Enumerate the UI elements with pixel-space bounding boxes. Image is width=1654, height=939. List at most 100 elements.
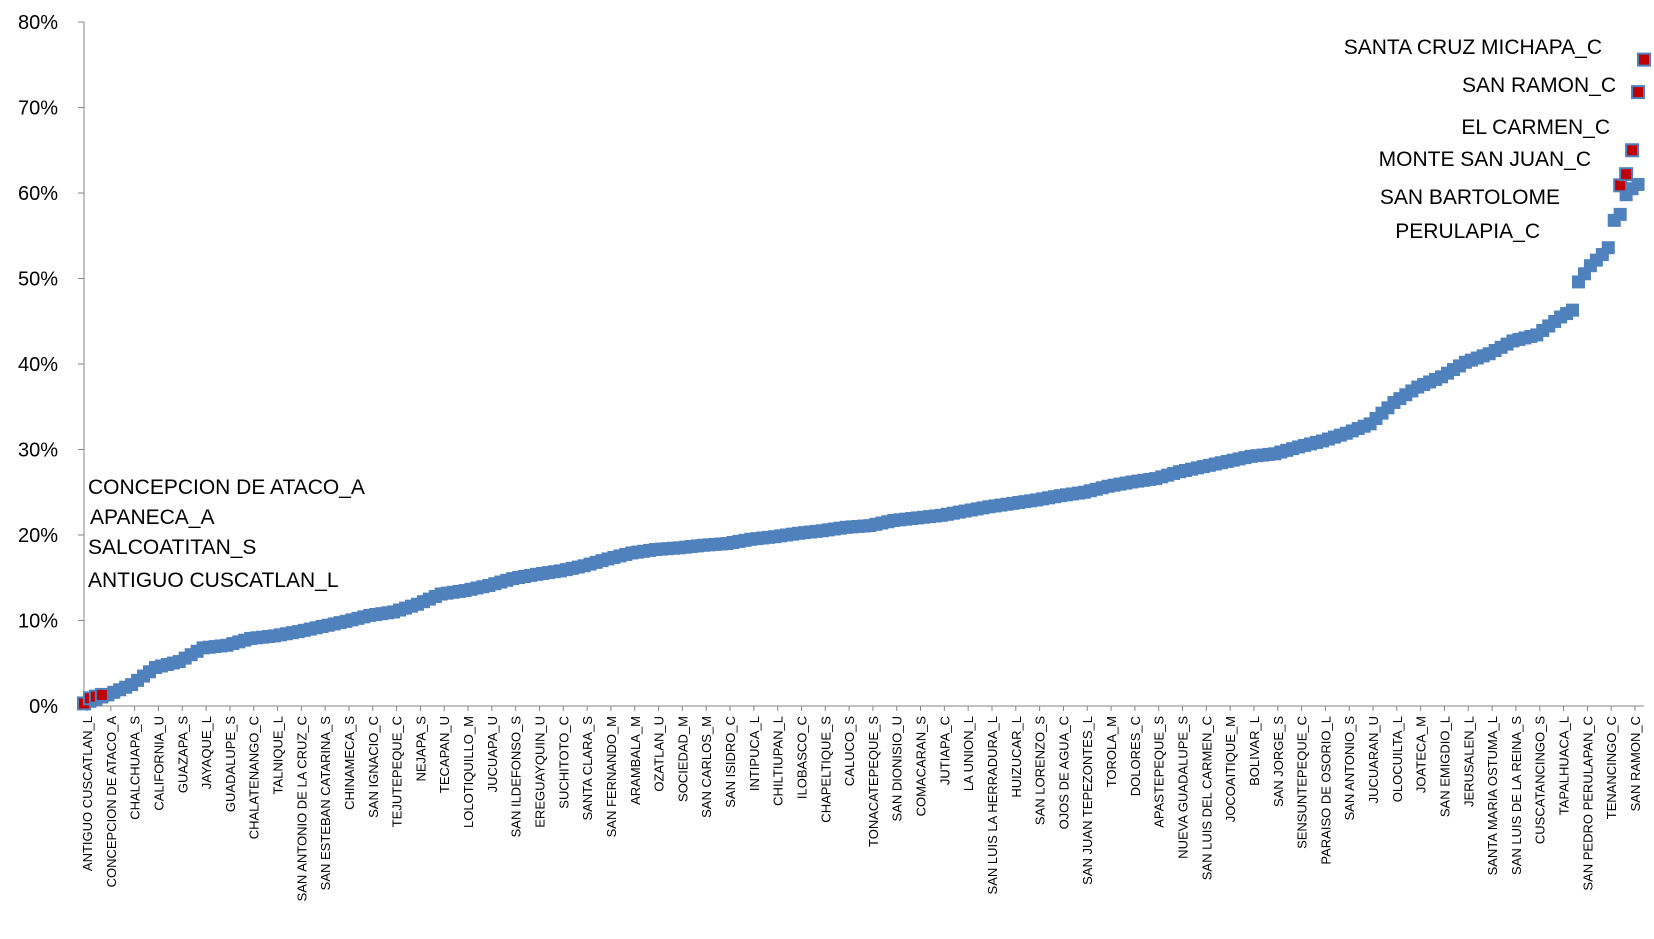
x-tick-label: EREGUAYQUIN_U [532, 716, 547, 828]
y-tick-label: 50% [18, 269, 58, 291]
annotation-low-1: CONCEPCION DE ATACO_A [88, 476, 365, 499]
x-tick-label: OLOCUILTA_L [1390, 716, 1405, 802]
data-point [1613, 207, 1627, 221]
x-tick-label: CONCEPCION DE ATACO_A [104, 716, 119, 888]
x-tick-label: SAN JUAN TEPEZONTES_L [1080, 716, 1095, 885]
x-tick-label: SAN ILDEFONSO_S [509, 716, 524, 838]
x-tick-label: INTIPUCA_L [747, 716, 762, 791]
x-tick-label: SAN ANTONIO DE LA CRUZ_C [294, 716, 309, 901]
x-tick-label: SAN JORGE_S [1271, 716, 1286, 807]
x-tick-label: CUSCATANCINGO_S [1533, 716, 1548, 844]
x-tick-label: CHALATENANGO_C [247, 716, 262, 839]
x-tick-label: JERUSALEN_L [1461, 716, 1476, 807]
x-tick-label: SAN DIONISIO_U [890, 716, 905, 821]
annotation-high-6: PERULAPIA_C [1395, 220, 1540, 243]
x-tick-label: JOATECA_M [1414, 716, 1429, 793]
x-tick-label: LOLOTIQUILLO_M [461, 716, 476, 828]
x-tick-label: OZATLAN_U [652, 716, 667, 792]
data-point [1601, 241, 1615, 255]
y-axis: 0% 10% 20% 30% 40% 50% 60% 70% 80% [18, 12, 85, 718]
x-tick-label: SAN ESTEBAN CATARINA_S [318, 716, 333, 891]
y-tick-label: 20% [18, 525, 58, 547]
x-tick-label: SUCHITOTO_C [556, 716, 571, 809]
x-tick-label: TONACATEPEQUE_S [866, 716, 881, 847]
highlighted-point [1637, 52, 1651, 67]
x-tick-label: TENANCINGO_C [1604, 716, 1619, 819]
annotation-high-5: SAN BARTOLOME [1380, 186, 1560, 209]
x-tick-label: SANTA CLARA_S [580, 716, 595, 821]
x-tick-label: LA UNION_L [961, 716, 976, 791]
x-tick-label: SAN LUIS DEL CARMEN_C [1199, 716, 1214, 880]
x-tick-label: HUIZUCAR_L [1009, 716, 1024, 798]
x-tick-label: CHAPELTIQUE_S [818, 716, 833, 823]
x-tick-label: APASTEPEQUE_S [1152, 716, 1167, 828]
annotation-low-3: SALCOATITAN_S [88, 536, 256, 559]
y-tick-label: 60% [18, 183, 58, 205]
x-tick-label: CHILTIUPAN_L [771, 716, 786, 806]
x-tick-label: SAN PEDRO PERULAPAN_C [1580, 716, 1595, 891]
y-tick-label: 70% [18, 98, 58, 120]
x-tick-label: JUCUARAN_U [1366, 716, 1381, 803]
y-tick-label: 0% [29, 696, 58, 718]
highlighted-point [1619, 167, 1634, 182]
annotations: CONCEPCION DE ATACO_A APANECA_A SALCOATI… [88, 36, 1616, 592]
x-tick-label: TOROLA_M [1104, 716, 1119, 787]
x-tick-label: SAN FERNANDO_M [604, 716, 619, 837]
highlighted-point [1625, 143, 1640, 158]
x-tick-label: ILOBASCO_C [794, 716, 809, 799]
x-tick-label: SAN IGNACIO_C [366, 716, 381, 818]
x-tick-label: SAN LUIS LA HERRADURA_L [985, 716, 1000, 894]
x-tick-label: OJOS DE AGUA_C [1056, 716, 1071, 829]
annotation-low-4: ANTIGUO CUSCATLAN_L [88, 569, 339, 592]
x-tick-label: SENSUNTEPEQUE_C [1295, 716, 1310, 849]
y-tick-label: 40% [18, 354, 58, 376]
annotation-high-3: EL CARMEN_C [1461, 116, 1610, 139]
data-point [1566, 303, 1580, 317]
x-tick-label: GUADALUPE_S [223, 716, 238, 812]
highlighted-series [77, 52, 1651, 711]
x-tick-label: TAPALHUACA_L [1557, 716, 1572, 815]
x-tick-label: JOCOAITIQUE_M [1223, 716, 1238, 822]
x-tick-label: SAN CARLOS_M [699, 716, 714, 818]
x-tick-label: CALUCO_S [842, 716, 857, 786]
y-tick-label: 30% [18, 440, 58, 462]
x-tick-label: CALIFORNIA_U [151, 716, 166, 811]
data-series [77, 177, 1645, 710]
x-tick-label: COMACARAN_S [914, 716, 929, 817]
data-point [1631, 177, 1645, 191]
x-tick-label: NUEVA GUADALUPE_S [1176, 716, 1191, 859]
x-tick-label: CHALCHUAPA_S [128, 716, 143, 820]
x-tick-label: TALNIQUE_L [271, 716, 286, 795]
x-tick-label: GUAZAPA_S [175, 716, 190, 793]
x-tick-label: ANTIGUO CUSCATLAN_L [80, 716, 95, 871]
x-tick-label: JUCUAPA_U [485, 716, 500, 792]
x-tick-label: CHINAMECA_S [342, 716, 357, 810]
x-tick-label: SAN LORENZO_S [1033, 716, 1048, 825]
x-tick-label: SAN RAMON_C [1628, 716, 1643, 811]
x-tick-label: SAN EMIGDIO_L [1437, 716, 1452, 817]
annotation-high-4: MONTE SAN JUAN_C [1379, 148, 1591, 171]
x-tick-label: JUTIAPA_C [937, 716, 952, 785]
x-tick-label: SOCIEDAD_M [675, 716, 690, 802]
y-tick-label: 80% [18, 12, 58, 34]
x-tick-label: SAN ANTONIO_S [1342, 716, 1357, 821]
x-tick-label: ARAMBALA_M [628, 716, 643, 805]
highlighted-point [94, 687, 109, 702]
x-tick-label: SANTA MARIA OSTUMA_L [1485, 716, 1500, 875]
annotation-high-2: SAN RAMON_C [1462, 74, 1616, 97]
x-tick-label: NEJAPA_S [413, 716, 428, 782]
x-tick-label: JAYAQUE_L [199, 716, 214, 789]
x-tick-label: PARAISO DE OSORIO_L [1318, 716, 1333, 865]
x-axis: ANTIGUO CUSCATLAN_L CONCEPCION DE ATACO_A… [80, 705, 1644, 901]
x-tick-label: TEJUTEPEQUE_C [390, 716, 405, 827]
highlighted-point [1631, 85, 1646, 100]
y-tick-label: 10% [18, 611, 58, 633]
x-tick-label: BOLIVAR_L [1247, 716, 1262, 786]
x-tick-label: TECAPAN_U [437, 716, 452, 793]
annotation-high-1: SANTA CRUZ MICHAPA_C [1344, 36, 1602, 59]
x-tick-label: SAN LUIS DE LA REINA_S [1509, 716, 1524, 875]
x-tick-label: SAN ISIDRO_C [723, 716, 738, 808]
x-tick-label: DOLORES_C [1128, 716, 1143, 796]
annotation-low-2: APANECA_A [90, 506, 215, 529]
